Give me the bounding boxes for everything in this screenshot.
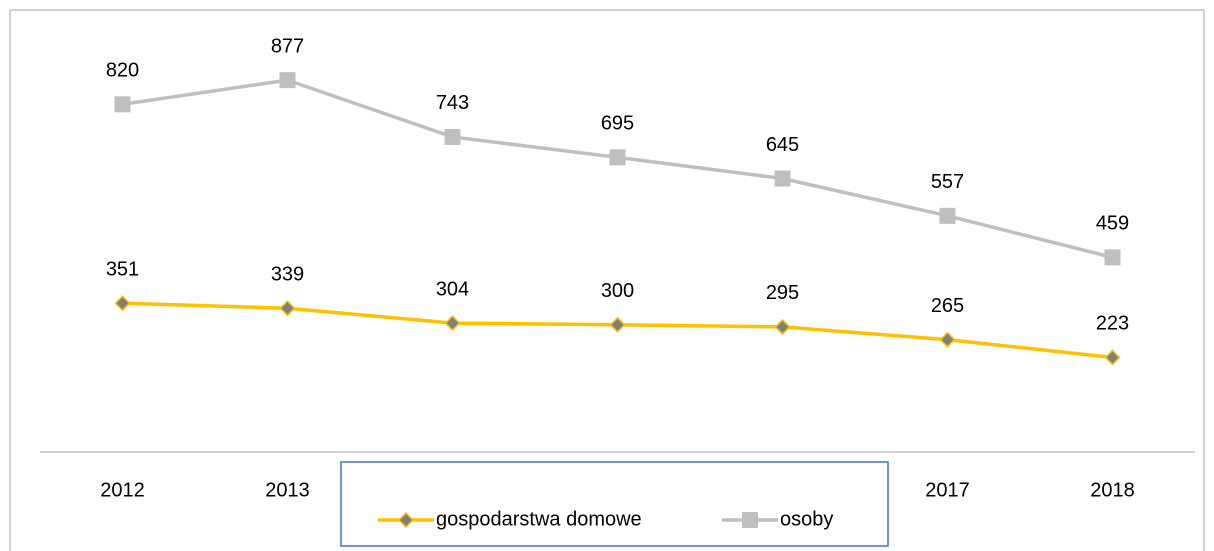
series-line [122,78,1113,260]
data-label: 743 [436,92,469,114]
point-marker [444,128,461,145]
point-marker [609,316,626,333]
data-label: 295 [766,282,799,304]
data-label: 459 [1096,213,1129,235]
legend-marker [742,512,758,528]
point-marker [1104,349,1121,366]
data-label: 300 [601,280,634,302]
data-label: 265 [931,295,964,317]
point-marker [279,72,296,89]
x-tick-label: 2018 [1090,479,1135,501]
point-marker [1104,249,1121,266]
legend-label: osoby [780,508,833,530]
data-label: 820 [106,60,139,82]
point-marker [774,170,791,187]
data-label: 223 [1096,313,1129,335]
legend-box [340,461,889,547]
data-label: 645 [766,134,799,156]
point-marker [114,96,131,113]
data-label: 695 [601,113,634,135]
x-tick-label: 2012 [100,479,145,501]
legend-marker [397,511,415,529]
data-label: 557 [931,171,964,193]
point-marker [114,295,131,312]
data-label: 339 [271,264,304,286]
point-marker [279,300,296,317]
data-label: 877 [271,35,304,57]
point-marker [609,149,626,166]
point-marker [774,318,791,335]
data-label: 304 [436,278,469,300]
chart-frame [9,9,1205,551]
point-marker [939,331,956,348]
data-label: 351 [106,258,139,280]
x-tick-label: 2017 [925,479,970,501]
legend-label: gospodarstwa domowe [436,508,642,530]
x-tick-label: 2013 [265,479,310,501]
point-marker [444,315,461,332]
point-marker [939,207,956,224]
